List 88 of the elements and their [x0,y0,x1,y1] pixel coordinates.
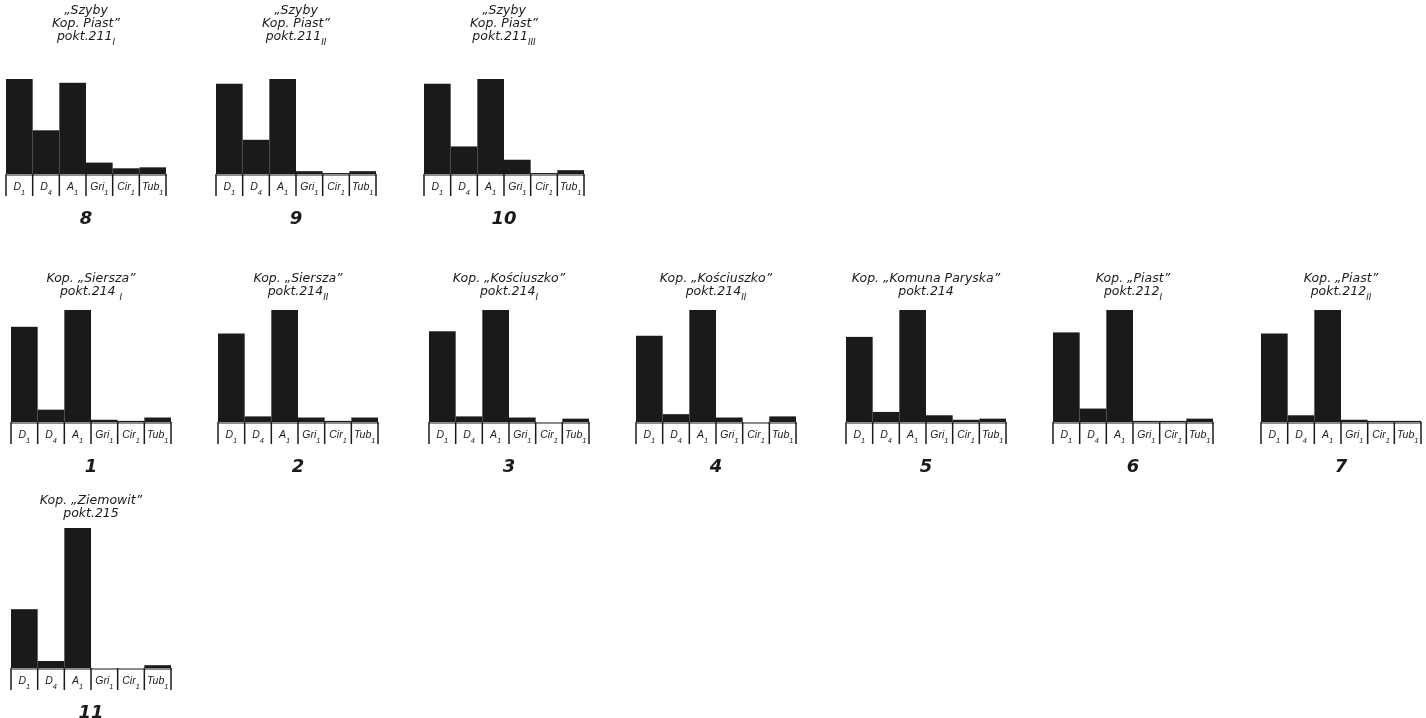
x-tick-label: Gri$_{1}$ [930,428,949,445]
x-tick-label: D$_{4}$ [45,428,57,445]
x-tick-label: Gri$_{1}$ [90,180,109,197]
x-tick-label: D$_{4}$ [880,428,892,445]
x-tick-label: A$_{1}$ [278,428,291,445]
x-tick-label: A$_{1}$ [489,428,502,445]
x-tick-label: Tub$_{1}$ [351,180,374,197]
chart-title: Kop. „Kościuszko” pokt.214$_{I}$ [452,270,566,302]
x-tick-label: Tub$_{1}$ [1396,428,1419,445]
x-axis-title: 11 [78,701,104,718]
x-axis-title: 1 [84,455,98,476]
x-axis-title: 10 [491,207,517,228]
x-tick-label: Tub$_{1}$ [1188,428,1211,445]
x-tick-label: Tub$_{1}$ [141,180,164,197]
chart-title: Kop. „Piast” pokt.212$_{I}$ [1095,270,1171,302]
x-tick-label: Cir$_{1}$ [1372,428,1390,445]
x-tick-label: D$_{1}$ [1268,428,1281,445]
x-tick-label: Cir$_{1}$ [329,428,347,445]
x-tick-label: Cir$_{1}$ [117,180,135,197]
x-tick-label: A$_{1}$ [696,428,709,445]
x-tick-label: D$_{1}$ [853,428,866,445]
x-tick-label: Gri$_{1}$ [1345,428,1364,445]
x-tick-label: D$_{1}$ [225,428,238,445]
x-tick-label: D$_{4}$ [463,428,475,445]
chart-title: Kop. „Siersza” pokt.214 $_{I}$ [46,270,137,302]
x-tick-label: Gri$_{1}$ [1137,428,1156,445]
x-tick-label: Tub$_{1}$ [981,428,1004,445]
x-tick-label: Gri$_{1}$ [513,428,532,445]
x-tick-label: D$_{4}$ [670,428,682,445]
x-tick-label: Gri$_{1}$ [95,428,114,445]
x-axis-title: 4 [708,455,723,476]
chart-title: Kop. „Piast” pokt.212$_{II}$ [1303,270,1379,302]
x-tick-label: D$_{4}$ [1295,428,1307,445]
x-tick-label: Tub$_{1}$ [146,428,169,445]
chart-title: „Szyby Kop. Piast” pokt.211$_{II}$ [262,2,331,47]
x-tick-label: D$_{4}$ [45,674,57,691]
x-tick-label: D$_{1}$ [18,428,31,445]
x-axis-title: 5 [919,455,933,476]
x-tick-label: D$_{1}$ [18,674,31,691]
x-tick-label: A$_{1}$ [66,180,79,197]
x-tick-label: D$_{1}$ [436,428,449,445]
x-tick-label: Tub$_{1}$ [353,428,376,445]
x-tick-label: D$_{1}$ [431,180,444,197]
x-tick-label: D$_{4}$ [40,180,52,197]
x-tick-label: D$_{4}$ [252,428,264,445]
x-tick-label: D$_{1}$ [643,428,656,445]
x-tick-label: Cir$_{1}$ [327,180,345,197]
x-axis-title: 9 [289,207,303,228]
x-tick-label: A$_{1}$ [484,180,497,197]
x-axis-title: 2 [291,455,305,476]
x-tick-label: D$_{4}$ [1087,428,1099,445]
x-tick-label: Tub$_{1}$ [146,674,169,691]
x-tick-label: D$_{4}$ [458,180,470,197]
x-tick-label: Cir$_{1}$ [122,674,140,691]
x-axis-title: 3 [502,455,516,476]
x-tick-label: D$_{4}$ [250,180,262,197]
x-tick-label: Tub$_{1}$ [559,180,582,197]
x-tick-label: A$_{1}$ [906,428,919,445]
x-tick-label: D$_{1}$ [13,180,26,197]
x-tick-label: Gri$_{1}$ [300,180,319,197]
x-tick-label: Gri$_{1}$ [302,428,321,445]
x-tick-label: Cir$_{1}$ [540,428,558,445]
chart-title: Kop. „Siersza” pokt.214$_{II}$ [253,270,344,302]
x-tick-label: Cir$_{1}$ [122,428,140,445]
x-tick-label: Cir$_{1}$ [957,428,975,445]
x-tick-label: Gri$_{1}$ [508,180,527,197]
chart-title: Kop. „Ziemowit” pokt.215 [39,492,143,520]
x-tick-label: D$_{1}$ [223,180,236,197]
x-tick-label: D$_{1}$ [1060,428,1073,445]
x-tick-label: A$_{1}$ [1113,428,1126,445]
x-tick-label: Gri$_{1}$ [95,674,114,691]
x-tick-label: Cir$_{1}$ [535,180,553,197]
x-axis-title: 7 [1334,455,1348,476]
chart-title: „Szyby Kop. Piast” pokt.211$_{I}$ [52,2,121,47]
x-tick-label: Tub$_{1}$ [771,428,794,445]
chart-title: Kop. „Komuna Paryska” pokt.214 [851,270,1001,298]
x-tick-label: A$_{1}$ [1321,428,1334,445]
x-tick-label: A$_{1}$ [71,674,84,691]
x-tick-label: Cir$_{1}$ [747,428,765,445]
x-tick-label: A$_{1}$ [276,180,289,197]
chart-title: Kop. „Kościuszko” pokt.214$_{II}$ [659,270,773,302]
x-axis-title: 6 [1126,455,1140,476]
x-axis-title: 8 [79,207,93,228]
x-tick-label: A$_{1}$ [71,428,84,445]
chart-title: „Szyby Kop. Piast” pokt.211$_{III}$ [470,2,539,47]
x-tick-label: Tub$_{1}$ [564,428,587,445]
x-tick-label: Cir$_{1}$ [1164,428,1182,445]
x-tick-label: Gri$_{1}$ [720,428,739,445]
